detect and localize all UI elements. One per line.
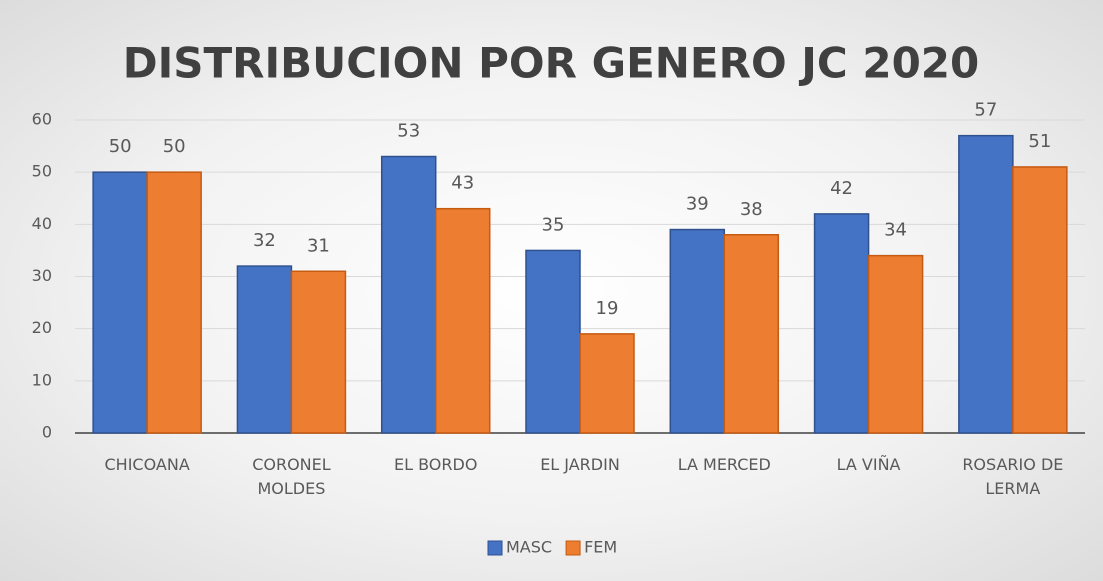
data-label: 57 [974,100,997,121]
bar [434,207,491,434]
data-label: 35 [542,214,565,235]
y-tick-label: 60 [32,110,52,129]
x-tick-label: ROSARIO DE LERMA [962,455,1064,498]
bar [290,270,347,434]
data-label: 19 [596,298,619,319]
y-tick-label: 40 [32,214,52,233]
x-tick-label: CORONEL MOLDES [252,455,331,498]
x-tick-label: LA VIÑA [836,455,901,474]
data-label: 38 [740,199,763,220]
y-tick-label: 10 [32,370,52,389]
data-label: 39 [686,194,709,215]
data-label: 34 [884,220,907,241]
bar [380,155,437,434]
legend-label: MASC [506,538,552,557]
y-tick-label: 0 [42,423,52,442]
data-label: 42 [830,178,853,199]
bar [92,171,148,434]
bar [236,265,293,434]
data-label: 43 [451,173,474,194]
y-tick-label: 30 [32,266,52,285]
bar [669,228,726,434]
legend-swatch [487,540,503,556]
bar [146,171,202,434]
y-tick-label: 20 [32,318,52,337]
bar [867,254,924,434]
x-tick-label: EL BORDO [393,455,478,474]
x-tick-label: EL JARDIN [540,455,620,474]
data-label: 51 [1028,131,1051,152]
x-tick-label: CHICOANA [104,455,190,474]
y-tick-label: 50 [32,162,52,181]
legend-swatch [565,540,581,556]
data-label: 53 [397,121,420,142]
data-label: 31 [307,235,330,256]
bar [723,234,780,434]
bar [1012,166,1068,434]
x-tick-label: LA MERCED [677,455,771,474]
bar [813,213,870,434]
data-label: 32 [253,230,276,251]
legend-label: FEM [584,538,617,557]
bar [958,134,1014,434]
bar [579,333,635,434]
data-label: 50 [163,136,186,157]
chart-title: DISTRIBUCION POR GENERO JC 2020 [123,39,980,88]
bar [525,249,581,434]
data-label: 50 [109,136,132,157]
